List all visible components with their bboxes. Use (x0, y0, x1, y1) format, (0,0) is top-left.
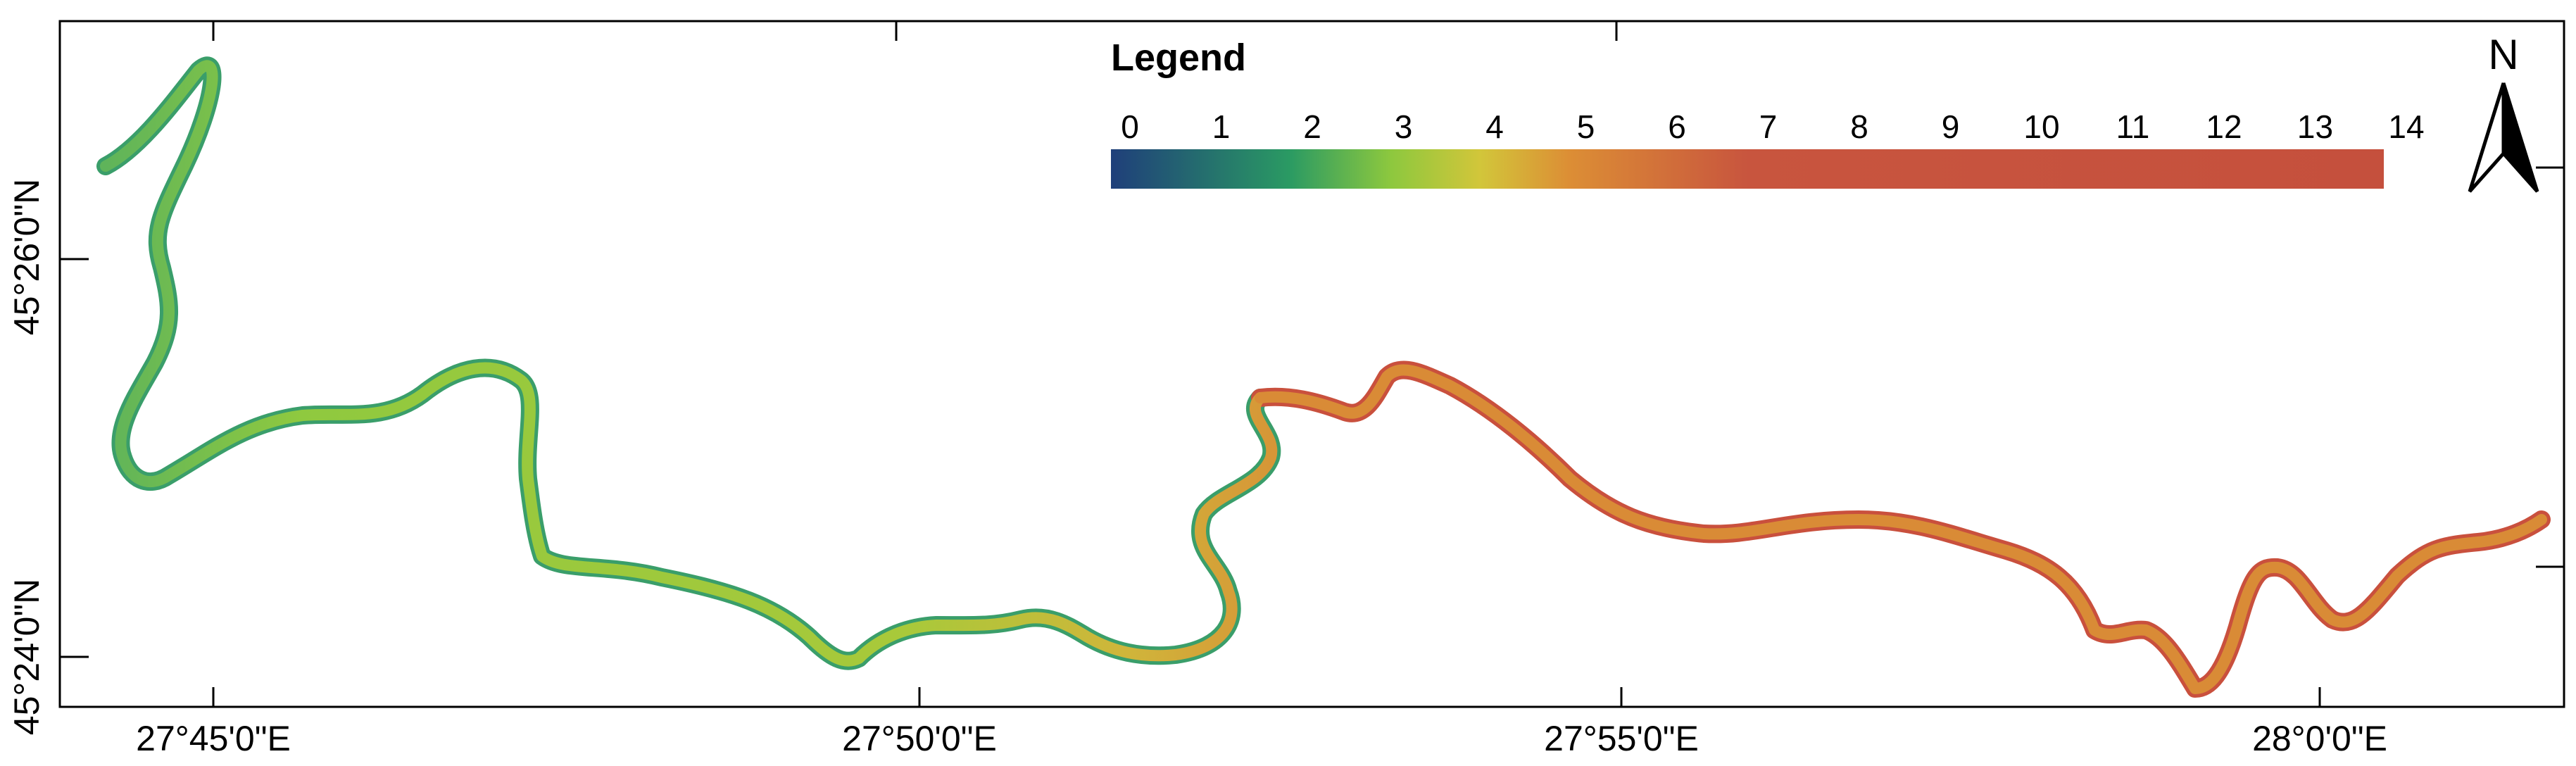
legend-scale-label: 4 (1485, 108, 1504, 145)
legend-scale-label: 13 (2297, 108, 2333, 145)
river-downstream-edge (1251, 360, 2551, 698)
x-axis-label: 28°0'0"E (2252, 719, 2387, 758)
x-axis-label: 27°45'0"E (136, 719, 291, 758)
legend-scale-label: 0 (1121, 108, 1139, 145)
y-axis-label: 45°26'0"N (7, 179, 46, 335)
legend-scale-label: 12 (2206, 108, 2242, 145)
river-upstream-edge (96, 56, 1281, 670)
legend-scale-label: 1 (1212, 108, 1231, 145)
legend-scale-labels: 0 1 2 3 4 5 6 7 8 9 10 11 12 13 14 (1121, 108, 2424, 145)
legend-scale-label: 5 (1577, 108, 1595, 145)
legend-scale-label: 3 (1395, 108, 1413, 145)
legend-scale-label: 10 (2023, 108, 2059, 145)
x-axis-label: 27°55'0"E (1544, 719, 1699, 758)
legend-scale-label: 2 (1303, 108, 1321, 145)
legend-scale-label: 7 (1759, 108, 1778, 145)
legend-scale-label: 6 (1668, 108, 1686, 145)
legend-scale-label: 11 (2116, 108, 2150, 145)
north-arrow-label: N (2488, 31, 2518, 78)
legend-scale-label: 14 (2388, 108, 2424, 145)
legend-color-bar (1111, 149, 2384, 189)
legend-scale-label: 8 (1850, 108, 1868, 145)
frame-ticks (60, 21, 2564, 707)
map-frame (58, 20, 2565, 708)
legend-title: Legend (1111, 37, 1246, 79)
x-axis-labels: 27°45'0"E 27°50'0"E 27°55'0"E 28°0'0"E (136, 719, 2387, 758)
x-axis-label: 27°50'0"E (842, 719, 997, 758)
y-axis-labels: 45°26'0"N 45°24'0"N (7, 179, 46, 735)
north-arrow-icon: N (2468, 31, 2539, 193)
legend-scale-label: 9 (1942, 108, 1960, 145)
legend: Legend 0 1 2 3 4 5 6 7 8 9 10 11 12 13 14 (1111, 37, 2425, 189)
river-body (100, 60, 2547, 694)
y-axis-label: 45°24'0"N (7, 579, 46, 735)
